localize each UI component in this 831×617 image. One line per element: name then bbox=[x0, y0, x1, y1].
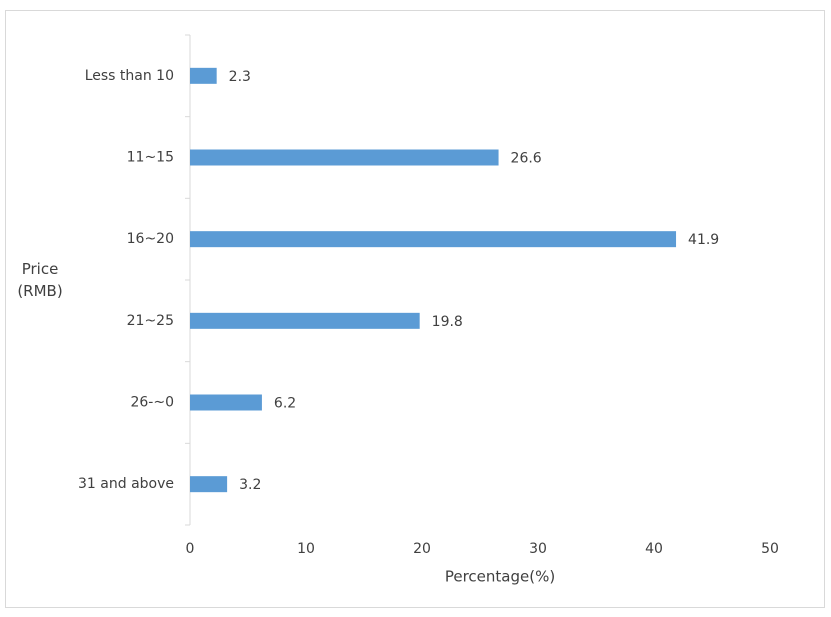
y-tick-label: 26-~0 bbox=[130, 395, 174, 411]
bar bbox=[190, 149, 499, 166]
data-label: 41.9 bbox=[688, 232, 719, 248]
x-tick-label: 40 bbox=[645, 541, 663, 557]
data-label: 26.6 bbox=[511, 151, 542, 167]
data-label: 6.2 bbox=[274, 396, 296, 412]
x-tick-label: 50 bbox=[761, 541, 779, 557]
bar bbox=[190, 476, 228, 493]
y-tick-label: 11~15 bbox=[127, 150, 174, 166]
chart-border bbox=[5, 10, 825, 608]
bar bbox=[190, 394, 262, 411]
y-tick-label: Less than 10 bbox=[85, 68, 174, 84]
x-tick-label: 10 bbox=[297, 541, 315, 557]
x-tick-label: 30 bbox=[529, 541, 547, 557]
y-tick-label: 16~20 bbox=[127, 231, 174, 247]
x-tick-label: 20 bbox=[413, 541, 431, 557]
y-axis-label: Price (RMB) bbox=[17, 260, 63, 300]
data-label: 2.3 bbox=[229, 69, 251, 85]
y-tick-label: 31 and above bbox=[78, 476, 174, 492]
x-axis-label: Percentage(%) bbox=[445, 568, 555, 586]
data-label: 3.2 bbox=[239, 477, 261, 493]
x-tick-label: 0 bbox=[186, 541, 195, 557]
y-tick-label: 21~25 bbox=[127, 313, 174, 329]
bar bbox=[190, 312, 420, 329]
bar bbox=[190, 67, 217, 84]
bar bbox=[190, 231, 677, 248]
data-label: 19.8 bbox=[432, 314, 463, 330]
